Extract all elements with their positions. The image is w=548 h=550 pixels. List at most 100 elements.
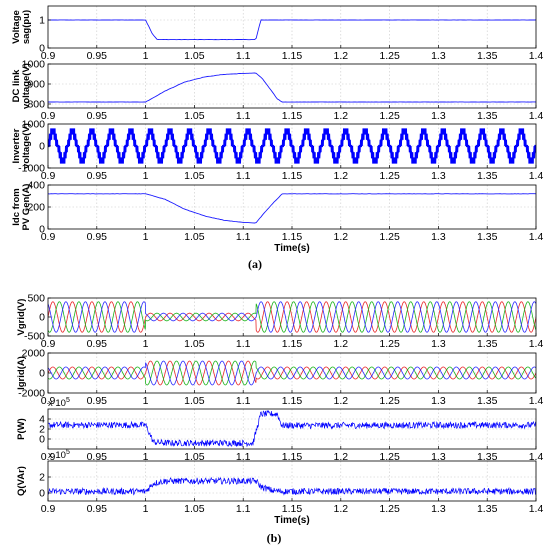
plot-frame bbox=[47, 460, 537, 502]
x-tick-label: 1.05 bbox=[184, 110, 205, 122]
x-tick-label: 1.05 bbox=[184, 451, 205, 463]
x-tick-label: 1.4 bbox=[529, 170, 544, 182]
x-tick-label: 1.3 bbox=[431, 395, 446, 407]
y-tick-label: -500 bbox=[24, 331, 45, 343]
x-tick-label: 0.95 bbox=[87, 50, 108, 62]
x-tick-label: 1.05 bbox=[184, 231, 205, 243]
caption-a: (a) bbox=[248, 257, 262, 271]
x-tick-label: 1.2 bbox=[333, 451, 348, 463]
x-tick-label: 1.4 bbox=[529, 231, 544, 243]
x-tick-label: 0.9 bbox=[41, 338, 56, 350]
y-axis-label: sag(pu) bbox=[21, 10, 32, 44]
y-tick-label: 1000 bbox=[22, 59, 46, 71]
x-tick-label: 1.3 bbox=[431, 110, 446, 122]
x-tick-label: 0.9 bbox=[41, 50, 56, 62]
series-line bbox=[48, 19, 536, 41]
x-tick-label: 0.95 bbox=[87, 503, 108, 515]
x-tick-label: 1.35 bbox=[477, 231, 498, 243]
series-group bbox=[48, 360, 536, 386]
x-tick-label: 1.15 bbox=[282, 338, 303, 350]
x-tick-label: 0.95 bbox=[87, 231, 108, 243]
x-tick-label: 1.25 bbox=[379, 50, 400, 62]
x-tick-label: 1.1 bbox=[236, 503, 251, 515]
y-tick-label: -1000 bbox=[18, 163, 45, 175]
series-group bbox=[48, 72, 536, 103]
y-tick-label: 4 bbox=[39, 414, 45, 426]
y-tick-label: 2000 bbox=[22, 348, 46, 360]
x-tick-label: 1.15 bbox=[282, 50, 303, 62]
x-tick-label: 1.2 bbox=[333, 231, 348, 243]
y-tick-label: 800 bbox=[27, 99, 45, 111]
x-tick-label: 1.15 bbox=[282, 110, 303, 122]
series-line bbox=[48, 193, 536, 224]
x-tick-label: 0.9 bbox=[41, 451, 56, 463]
x-tick-label: 1.25 bbox=[379, 110, 400, 122]
y-axis-label: voltage(V) bbox=[21, 123, 32, 169]
y-tick-label: 0 bbox=[39, 141, 45, 153]
x-tick-label: 1 bbox=[143, 110, 149, 122]
y-tick-label: 0 bbox=[39, 368, 45, 380]
y-tick-label: 400 bbox=[27, 180, 45, 192]
x-tick-label: 1.35 bbox=[477, 50, 498, 62]
scale-multiplier: x 105 bbox=[48, 449, 70, 461]
y-axis-label: Q(VAr) bbox=[16, 466, 27, 496]
y-axis-label: Idc from bbox=[11, 188, 22, 225]
x-tick-label: 1.2 bbox=[333, 395, 348, 407]
x-tick-label: 0.95 bbox=[87, 110, 108, 122]
caption-b: (b) bbox=[267, 531, 282, 545]
x-tick-label: 1.4 bbox=[529, 395, 544, 407]
x-axis-label: Time(s) bbox=[274, 515, 309, 526]
y-tick-label: 0 bbox=[39, 312, 45, 324]
x-tick-label: 1.2 bbox=[333, 50, 348, 62]
series-group bbox=[48, 410, 536, 448]
x-tick-label: 0.95 bbox=[87, 338, 108, 350]
x-tick-label: 1 bbox=[143, 503, 149, 515]
panels-group: 0.9 0.95 1 1.05 1.1 1.15 1.2 1.25 1.3 1.35 1.4 0 1 Vo… bbox=[11, 5, 544, 526]
x-tick-label: 1.1 bbox=[236, 338, 251, 350]
x-tick-label: 1.2 bbox=[333, 503, 348, 515]
series-group bbox=[48, 128, 536, 164]
panel-b2: 0.9 0.95 1 1.05 1.1 1.15 1.2 1.25 1.3 1.35 1.4 -200… bbox=[16, 348, 543, 408]
x-tick-label: 1.3 bbox=[431, 50, 446, 62]
x-tick-label: 1.3 bbox=[431, 503, 446, 515]
x-tick-label: 1 bbox=[143, 338, 149, 350]
y-axis-label: Vgrid(V) bbox=[16, 299, 27, 336]
y-tick-label: 0 bbox=[39, 43, 45, 55]
series-group bbox=[48, 193, 536, 224]
y-axis-label: voltage(V) bbox=[21, 63, 32, 109]
y-tick-label: 500 bbox=[27, 293, 45, 305]
scale-multiplier: x 105 bbox=[48, 397, 70, 409]
series-line bbox=[48, 72, 536, 103]
series-line bbox=[48, 410, 536, 448]
x-tick-label: 1.2 bbox=[333, 170, 348, 182]
series-line bbox=[48, 301, 536, 333]
x-tick-label: 1.15 bbox=[282, 170, 303, 182]
y-axis-label: DC link bbox=[11, 69, 22, 102]
x-tick-label: 1.05 bbox=[184, 170, 205, 182]
x-tick-label: 1.25 bbox=[379, 395, 400, 407]
series-line bbox=[48, 360, 536, 386]
series-line bbox=[48, 301, 536, 333]
x-tick-label: 1.25 bbox=[379, 451, 400, 463]
x-tick-label: 1.05 bbox=[184, 338, 205, 350]
series-group bbox=[48, 301, 536, 333]
x-tick-label: 0.9 bbox=[41, 231, 56, 243]
x-tick-label: 1.3 bbox=[431, 231, 446, 243]
series-line bbox=[48, 360, 536, 386]
x-tick-label: 1.2 bbox=[333, 110, 348, 122]
panel-a3: 0.9 0.95 1 1.05 1.1 1.15 1.2 1.25 1.3 1.35 1.4 -100… bbox=[11, 119, 543, 183]
x-tick-label: 1 bbox=[143, 170, 149, 182]
x-tick-label: 1.35 bbox=[477, 503, 498, 515]
y-tick-label: 0 bbox=[39, 488, 45, 500]
x-tick-label: 1.25 bbox=[379, 503, 400, 515]
series-line bbox=[48, 476, 536, 496]
x-tick-label: 1.1 bbox=[236, 231, 251, 243]
y-axis-label: Voltage bbox=[11, 10, 22, 44]
series-line bbox=[48, 301, 536, 333]
panel-b4: 0.9 0.95 1 1.05 1.1 1.15 1.2 1.25 1.3 1.35 1.4 0 2 Q(… bbox=[16, 449, 543, 526]
panel-b1: 0.9 0.95 1 1.05 1.1 1.15 1.2 1.25 1.3 1.35 1.4 -500… bbox=[16, 293, 543, 351]
x-tick-label: 1.1 bbox=[236, 50, 251, 62]
x-tick-label: 1 bbox=[143, 395, 149, 407]
y-tick-label: 2 bbox=[39, 472, 45, 484]
y-tick-label: -2000 bbox=[18, 388, 45, 400]
